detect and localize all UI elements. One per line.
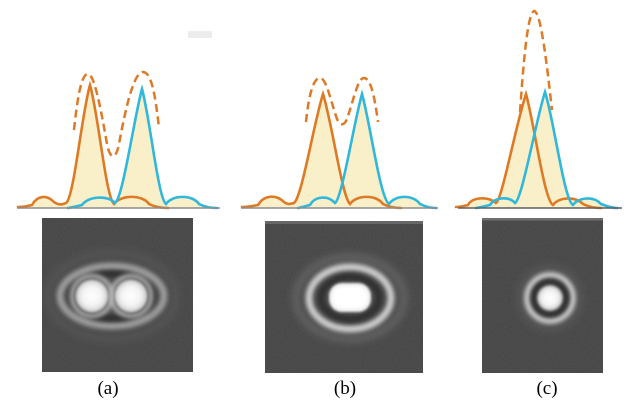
combined-intensity-dashed-curve xyxy=(518,9,554,113)
combined-intensity-dashed-curve xyxy=(304,76,380,126)
intensity-curve-source1 xyxy=(454,89,603,210)
intensity-curve-source2 xyxy=(66,84,219,210)
dark-gap-ring xyxy=(531,279,569,317)
intensity-plot-b xyxy=(240,76,438,210)
bright-diffraction-ring xyxy=(305,263,395,333)
peak-fill-source2 xyxy=(298,94,436,208)
photo-edge-highlight xyxy=(265,221,423,224)
combined-intensity-dashed-curve xyxy=(72,70,161,158)
intensity-curve-source1 xyxy=(240,89,403,210)
peak-fill-source1 xyxy=(242,94,401,208)
intensity-plot-a xyxy=(16,70,220,210)
airy-disk xyxy=(537,285,563,311)
intensity-curve-source1 xyxy=(16,80,170,210)
panel-label-a: (a) xyxy=(97,378,119,399)
intensity-curve-source2 xyxy=(474,87,619,210)
peak-fill-source2 xyxy=(68,89,217,208)
dark-gap-ring xyxy=(318,274,382,322)
bright-diffraction-ring xyxy=(524,272,576,324)
airy-disk-photo-unresolved xyxy=(482,218,603,373)
photo-edge-highlight xyxy=(482,218,603,221)
scan-artifact xyxy=(188,31,212,38)
peak-fill-source1 xyxy=(456,94,601,208)
airy-disks-photo-resolved xyxy=(42,218,193,372)
airy-disks-photo-barely-resolved xyxy=(265,221,423,373)
disk-halo-right xyxy=(109,274,153,318)
airy-disk-right xyxy=(114,279,148,313)
outer-diffraction-ring xyxy=(517,265,583,331)
airy-disk-left xyxy=(75,279,109,313)
panel-label-b: (b) xyxy=(333,378,357,399)
peak-fill-source2 xyxy=(476,92,617,208)
intensity-curve-source2 xyxy=(296,89,438,210)
merged-airy-disk-core xyxy=(333,287,367,308)
intensity-plot-c xyxy=(454,9,622,210)
outer-diffraction-ring xyxy=(293,254,407,342)
bright-diffraction-ring xyxy=(56,262,168,330)
outer-diffraction-ring xyxy=(45,250,179,342)
panel-label-c: (c) xyxy=(536,378,558,399)
peak-fill-source1 xyxy=(18,85,168,208)
